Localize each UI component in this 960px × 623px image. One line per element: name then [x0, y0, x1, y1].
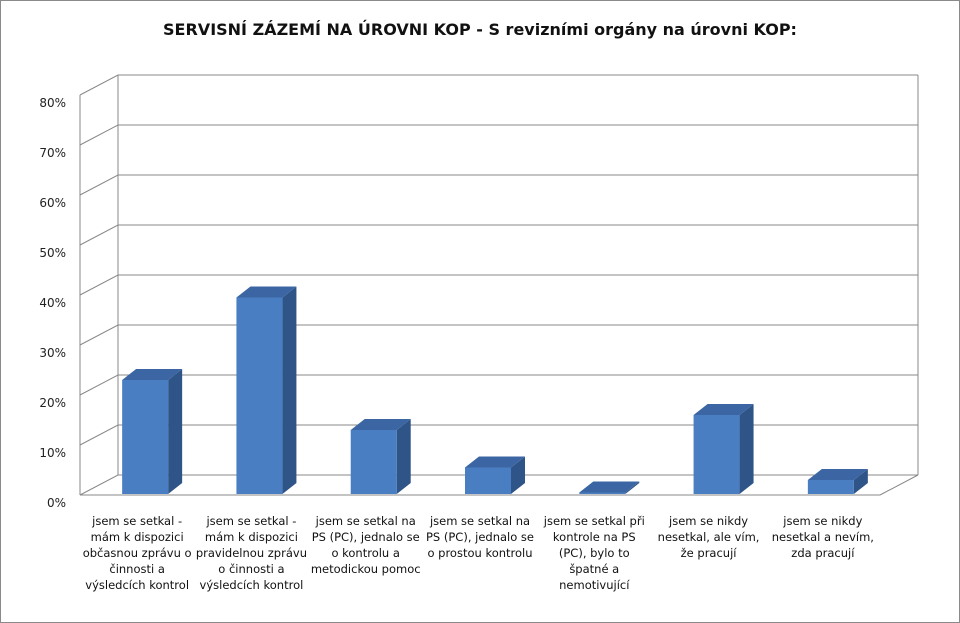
x-tick-label: jsem se nikdy nesetkal, ale vím, že prac… — [657, 514, 760, 560]
bar — [807, 469, 868, 494]
x-tick-label: jsem se setkal na PS (PC), jednalo se o … — [426, 514, 534, 560]
bar-top — [693, 404, 754, 415]
gridline — [79, 424, 918, 446]
bar — [236, 286, 297, 494]
bar-front — [350, 430, 397, 494]
bar-side — [739, 404, 754, 494]
bar — [350, 419, 411, 494]
bar — [579, 481, 640, 494]
bar-top — [350, 419, 411, 430]
gridline — [79, 474, 918, 496]
bars — [122, 286, 868, 494]
bar-side — [853, 469, 868, 494]
gridline — [79, 374, 918, 396]
bar-side — [168, 369, 183, 494]
bar-front — [236, 297, 283, 494]
y-tick-label: 30% — [39, 346, 66, 360]
y-tick-label: 80% — [39, 96, 66, 110]
bar — [693, 404, 754, 494]
bar-front — [122, 380, 169, 494]
x-tick-label: jsem se setkal na PS (PC), jednalo se o … — [310, 514, 421, 576]
x-tick-label: jsem se nikdy nesetkal a nevím, zda prac… — [771, 514, 874, 560]
x-tick-label: jsem se setkal - mám k dispozici občasno… — [82, 514, 192, 592]
x-tick-label: jsem se setkal - mám k dispozici pravide… — [195, 514, 307, 592]
bar-side — [511, 456, 525, 494]
y-tick-label: 10% — [39, 446, 66, 460]
gridline — [79, 124, 918, 146]
bar-top — [236, 286, 297, 298]
bar-front — [579, 492, 626, 494]
bar — [122, 369, 183, 494]
floor-right-edge — [879, 474, 919, 496]
bar-front — [693, 415, 740, 494]
bar-top — [807, 469, 868, 480]
y-tick-label: 20% — [39, 396, 66, 410]
y-tick-label: 70% — [39, 146, 66, 160]
chart-title: SERVISNÍ ZÁZEMÍ NA ÚROVNI KOP - S revizn… — [163, 20, 797, 39]
gridline — [79, 274, 918, 296]
bar-front — [807, 480, 854, 494]
bar-front — [465, 467, 511, 494]
gridline — [79, 324, 918, 346]
y-tick-label: 0% — [47, 496, 66, 510]
bar-top — [122, 369, 183, 380]
bar-top — [579, 481, 640, 493]
gridline — [79, 174, 918, 196]
gridline — [79, 224, 918, 246]
bar-side — [625, 481, 640, 494]
grid-lines — [79, 74, 919, 496]
y-tick-label: 50% — [39, 246, 66, 260]
gridline — [79, 74, 918, 96]
bar-side — [396, 419, 411, 494]
y-tick-label: 40% — [39, 296, 66, 310]
x-tick-label: jsem se setkal při kontrole na PS (PC), … — [543, 514, 645, 592]
bar — [465, 456, 525, 494]
bar-top — [465, 456, 525, 468]
y-tick-label: 60% — [39, 196, 66, 210]
bar-side — [282, 286, 297, 494]
y-axis-ticks: 0% 10% 20% 30% 40% 50% 60% 70% 80% — [39, 96, 66, 510]
